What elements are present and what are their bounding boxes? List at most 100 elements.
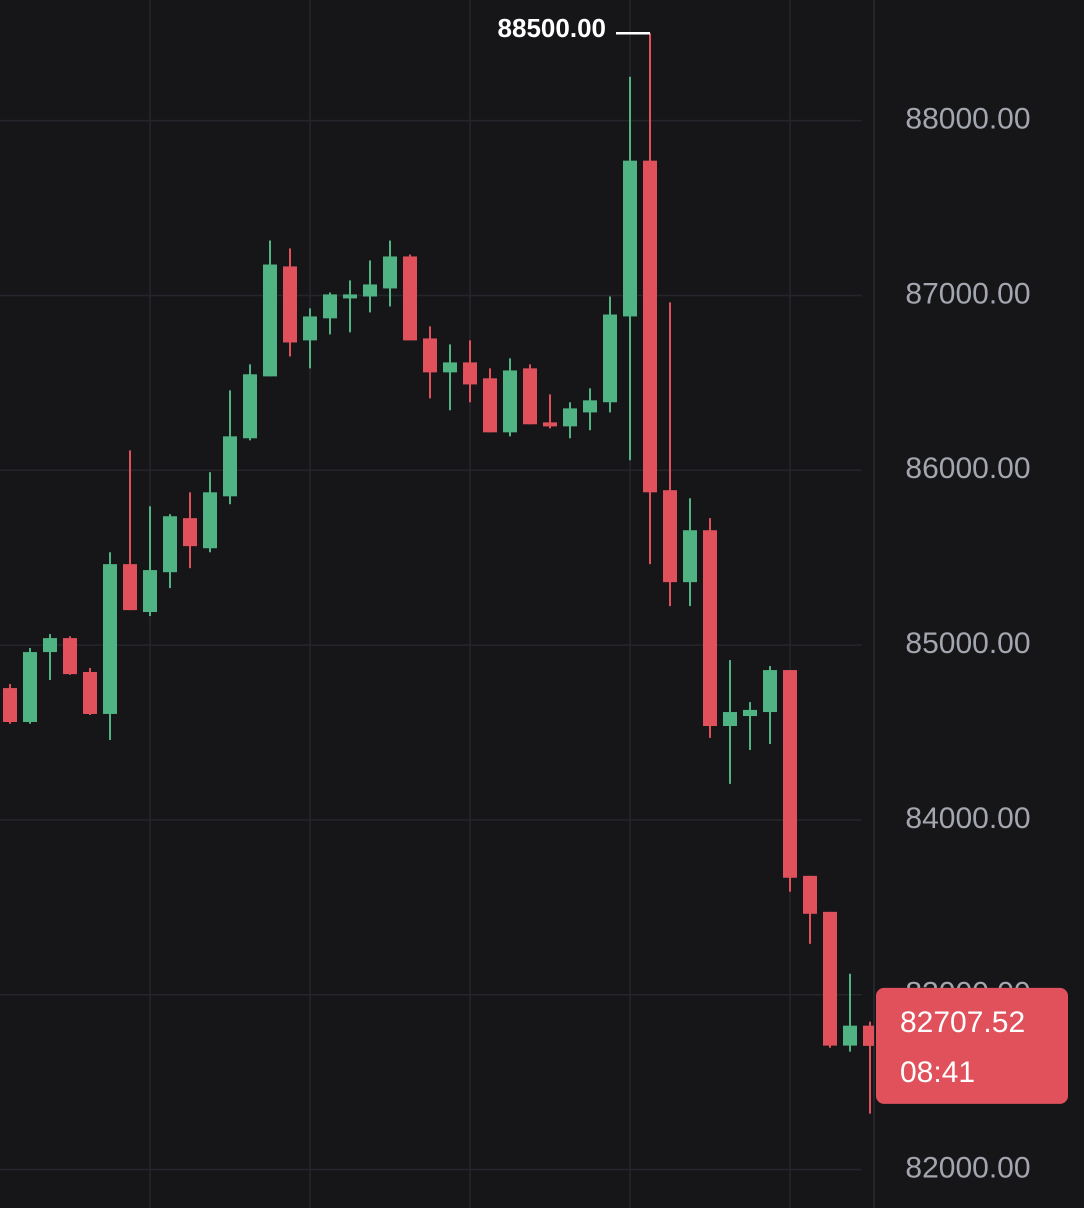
- candle: [283, 248, 297, 357]
- candle-body: [403, 256, 417, 341]
- candle: [203, 472, 217, 553]
- candle: [843, 973, 857, 1052]
- candle: [683, 498, 697, 607]
- candle: [23, 648, 37, 724]
- candle: [583, 388, 597, 431]
- candle: [163, 514, 177, 589]
- candle-body: [3, 688, 17, 723]
- candle: [663, 302, 677, 607]
- candle-body: [143, 570, 157, 613]
- candle: [263, 240, 277, 377]
- candle-body: [83, 672, 97, 714]
- candle-body: [843, 1025, 857, 1046]
- candle-body: [23, 652, 37, 723]
- candle: [103, 552, 117, 741]
- candle: [443, 344, 457, 411]
- y-tick-label: 86000.00: [905, 452, 1030, 485]
- candle: [383, 240, 397, 307]
- candle: [623, 76, 637, 461]
- candle-body: [183, 518, 197, 547]
- candle: [743, 702, 757, 750]
- candle: [863, 1021, 874, 1114]
- candle-body: [463, 362, 477, 385]
- candle: [523, 364, 537, 425]
- candle: [503, 358, 517, 437]
- overlay: 88500.00 82707.52 08:41: [498, 13, 1068, 1104]
- y-tick-label: 84000.00: [905, 802, 1030, 835]
- candle-body: [443, 362, 457, 373]
- candle: [123, 450, 137, 611]
- candle-body: [383, 256, 397, 289]
- candle: [563, 402, 577, 439]
- candle: [43, 634, 57, 681]
- candle: [303, 308, 317, 369]
- y-tick-label: 85000.00: [905, 627, 1030, 660]
- candle-body: [163, 516, 177, 573]
- candle: [323, 292, 337, 335]
- candle-body: [743, 709, 757, 717]
- candle-body: [423, 338, 437, 373]
- candle-body: [283, 266, 297, 343]
- candle-body: [223, 436, 237, 497]
- candle-body: [723, 712, 737, 727]
- candle: [403, 254, 417, 341]
- candle: [423, 326, 437, 399]
- candle: [543, 394, 557, 429]
- high-marker-label: 88500.00: [498, 13, 606, 43]
- candle-body: [343, 294, 357, 299]
- candle: [483, 368, 497, 433]
- candle: [643, 33, 657, 565]
- candle-body: [703, 530, 717, 727]
- candle-body: [823, 911, 837, 1046]
- candle-body: [203, 492, 217, 549]
- candle-body: [43, 638, 57, 653]
- candle: [703, 518, 717, 738]
- candle-body: [263, 264, 277, 377]
- grid: [0, 0, 875, 1208]
- candle-body: [63, 638, 77, 675]
- candle-body: [863, 1025, 874, 1046]
- candle-body: [363, 284, 377, 297]
- candle: [363, 260, 377, 313]
- candle: [63, 636, 77, 675]
- candle-body: [663, 490, 677, 583]
- last-price-box: [876, 987, 1068, 1104]
- candle-body: [123, 564, 137, 611]
- candle: [83, 667, 97, 716]
- candle-body: [563, 408, 577, 427]
- candle-body: [583, 400, 597, 413]
- candle-body: [763, 670, 777, 713]
- candle-body: [623, 160, 637, 317]
- y-tick-label: 88000.00: [905, 103, 1030, 136]
- candle-body: [783, 670, 797, 878]
- candle: [723, 660, 737, 784]
- y-tick-label: 87000.00: [905, 277, 1030, 310]
- candle-body: [303, 316, 317, 341]
- candle: [803, 875, 817, 944]
- candle: [463, 340, 477, 403]
- candle: [3, 684, 17, 724]
- candle: [223, 390, 237, 505]
- candle-body: [603, 314, 617, 403]
- candle-body: [683, 530, 697, 583]
- candle: [243, 364, 257, 441]
- candle-body: [523, 368, 537, 425]
- candle-body: [103, 564, 117, 714]
- candle: [603, 296, 617, 413]
- candle: [823, 911, 837, 1048]
- candle: [343, 280, 357, 333]
- candle: [783, 670, 797, 892]
- candle-body: [243, 374, 257, 439]
- candle: [183, 492, 197, 569]
- candle-body: [803, 875, 817, 914]
- candle-body: [323, 294, 337, 319]
- candle-body: [643, 160, 657, 493]
- candle-body: [503, 370, 517, 433]
- last-price-label: 82707.52: [900, 1006, 1025, 1039]
- y-tick-label: 82000.00: [905, 1151, 1030, 1184]
- candle: [763, 666, 777, 745]
- countdown-label: 08:41: [900, 1056, 975, 1089]
- candle-body: [543, 422, 557, 427]
